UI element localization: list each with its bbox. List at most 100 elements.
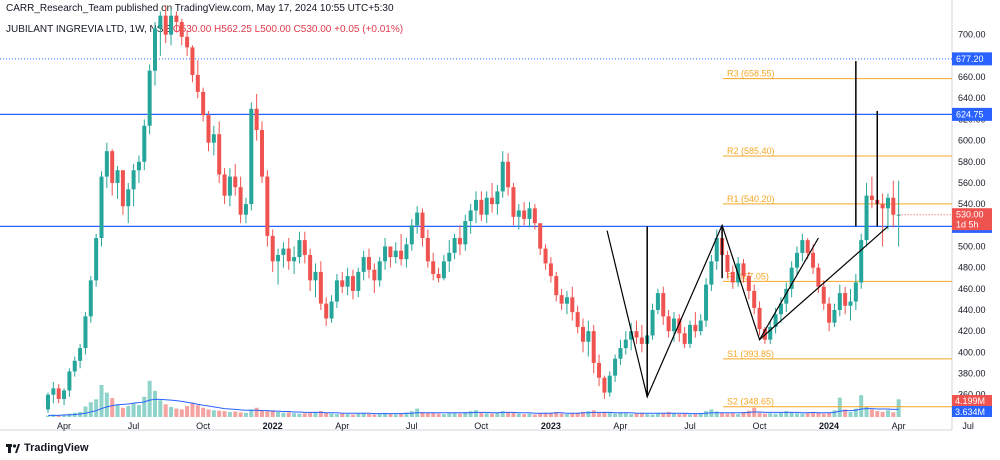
volume-bar [340, 413, 345, 417]
candle-body [832, 310, 837, 323]
candle-body [415, 212, 420, 226]
candle-body [88, 280, 93, 317]
candle-body [511, 187, 516, 217]
level-price-flag: 677.20 [956, 54, 984, 64]
candle-body [372, 269, 377, 281]
level-price-flag-bg [952, 52, 992, 66]
volume-bar [666, 411, 671, 417]
volume-bar [623, 413, 628, 417]
volume-bar [597, 412, 602, 417]
candle-body [693, 324, 698, 332]
volume-bar [356, 413, 361, 417]
volume-bar [393, 414, 398, 417]
tradingview-brand[interactable]: TradingView [6, 442, 89, 454]
candle-body [506, 161, 511, 188]
x-tick-label: Jul [962, 421, 974, 431]
x-tick-label: Oct [474, 421, 489, 431]
candle-body [581, 326, 585, 342]
volume-bar [548, 412, 553, 417]
volume-bar [607, 412, 612, 417]
volume-bar [591, 410, 596, 417]
candle-body [195, 74, 200, 92]
volume-bar [318, 411, 323, 417]
candle-body [869, 195, 874, 200]
candle-body [490, 197, 495, 205]
x-tick-label: Apr [57, 421, 71, 431]
volume-bar [270, 410, 275, 417]
volume-bar [185, 406, 190, 417]
volume-bar [350, 414, 355, 417]
volume-bar [463, 411, 468, 417]
candle-body [816, 267, 821, 287]
y-tick-label: 360.00 [958, 390, 986, 400]
x-tick-label: 2023 [541, 421, 561, 431]
volume-bar [441, 414, 446, 417]
candle-body [281, 248, 286, 255]
candle-body [425, 238, 430, 262]
candle-body [388, 246, 393, 258]
volume-bar [682, 413, 687, 417]
volume-bar [211, 410, 216, 417]
candle-body [554, 276, 559, 296]
volume-bar [190, 402, 195, 417]
volume-bar [564, 414, 569, 417]
volume-bar [532, 414, 537, 417]
volume-bar [859, 395, 864, 417]
candle-body [484, 197, 489, 215]
volume-bar [367, 414, 371, 417]
volume-bar [436, 413, 441, 417]
level-price-flag-bg [952, 107, 992, 121]
candle-body [147, 70, 152, 126]
volume-bar [88, 402, 93, 417]
volume-bar [527, 413, 532, 417]
pivot-label-s2: S2 (348.65) [727, 397, 774, 407]
candle-body [377, 261, 382, 281]
volume-bar [163, 404, 168, 417]
x-tick-label: 2022 [263, 421, 283, 431]
volume-bar [329, 413, 334, 417]
volume-bar [655, 413, 660, 417]
y-tick-label: 400.00 [958, 347, 986, 357]
volume-bar [698, 413, 703, 417]
volume-bar [276, 411, 281, 417]
volume-bar [474, 410, 478, 417]
candle-body [843, 293, 848, 306]
candle-body [78, 348, 83, 361]
candle-body [447, 252, 452, 262]
candle-body [201, 91, 206, 116]
candle-body [474, 199, 478, 211]
volume-bar [778, 412, 783, 417]
candle-body [752, 290, 757, 308]
volume-bar [115, 404, 120, 417]
candle-body [329, 301, 334, 319]
volume-bar [169, 406, 174, 417]
volume-flag-bg [952, 406, 992, 417]
volume-bar [645, 414, 650, 417]
candle-body [538, 223, 543, 249]
candle-body [350, 276, 355, 291]
candle-body [602, 377, 607, 393]
candle-body [409, 225, 414, 245]
candle-body [185, 36, 190, 48]
volume-bar [714, 411, 719, 417]
candle-body [773, 314, 778, 327]
candle-body [126, 189, 131, 207]
volume-bar [538, 413, 543, 417]
candle-body [136, 161, 141, 171]
volume-bar [811, 411, 816, 417]
candle-body [46, 394, 50, 410]
candle-body [655, 293, 660, 310]
volume-bar [800, 413, 805, 417]
volume-bar [736, 414, 741, 417]
candle-body [302, 240, 307, 255]
candle-body [115, 170, 120, 183]
candle-body [308, 254, 313, 281]
candle-body [62, 390, 67, 399]
tradingview-logo-icon [6, 443, 20, 453]
volume-bar [639, 412, 644, 417]
candle-body [163, 15, 168, 35]
volume-bar [206, 409, 211, 417]
candle-body [318, 271, 323, 304]
pivot-label-r1: R1 (540.20) [727, 194, 775, 204]
